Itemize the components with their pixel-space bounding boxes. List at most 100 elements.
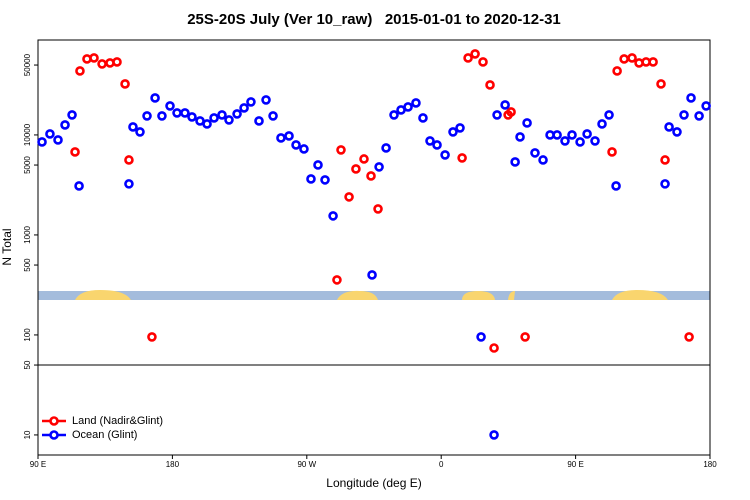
data-point (224, 115, 234, 125)
data-point (590, 136, 600, 146)
land-shape (337, 290, 378, 300)
data-point (332, 275, 342, 285)
y-tick-label: 1000 (23, 225, 32, 243)
data-point (604, 110, 614, 120)
data-point (112, 57, 122, 67)
data-point (299, 144, 309, 154)
chart-title: 25S-20S July (Ver 10_raw) 2015-01-01 to … (187, 11, 561, 28)
x-tick-label: 90 W (297, 460, 316, 469)
data-point (239, 103, 249, 113)
data-point (567, 130, 577, 140)
data-point (457, 153, 467, 163)
data-point (560, 136, 570, 146)
data-point (432, 140, 442, 150)
data-point (538, 155, 548, 165)
data-point (268, 111, 278, 121)
data-point (656, 79, 666, 89)
data-point (478, 57, 488, 67)
data-point (611, 181, 621, 191)
data-point (246, 97, 256, 107)
data-point (351, 164, 361, 174)
data-point (120, 79, 130, 89)
data-point (367, 270, 377, 280)
y-tick-label: 10 (23, 430, 32, 439)
y-axis-label: N Total (0, 228, 14, 265)
data-point (165, 101, 175, 111)
y-tick-label: 5000 (23, 156, 32, 174)
data-point (660, 179, 670, 189)
data-point (470, 49, 480, 59)
x-tick-label: 90 E (30, 460, 46, 469)
data-point (476, 332, 486, 342)
data-point (485, 80, 495, 90)
data-point (648, 57, 658, 67)
data-point (381, 143, 391, 153)
data-point (359, 154, 369, 164)
data-point (425, 136, 435, 146)
plot-frame (37, 39, 711, 456)
data-point (67, 110, 77, 120)
data-point (313, 160, 323, 170)
data-point (202, 119, 212, 129)
y-tick-label: 50 (23, 360, 32, 369)
data-point (694, 111, 704, 121)
data-point (291, 140, 301, 150)
legend-marker (49, 430, 59, 440)
data-point (217, 110, 227, 120)
land-shape (462, 291, 495, 300)
data-point (660, 155, 670, 165)
data-point (440, 150, 450, 160)
data-point (37, 137, 47, 147)
legend-entry: Ocean (Glint) (42, 429, 137, 441)
data-point (575, 137, 585, 147)
data-point (150, 93, 160, 103)
data-point (522, 118, 532, 128)
legend-label: Land (Nadir&Glint) (72, 415, 163, 427)
data-point (89, 53, 99, 63)
data-point (489, 343, 499, 353)
data-point (686, 93, 696, 103)
data-point (124, 179, 134, 189)
x-axis-label: Longitude (deg E) (326, 476, 421, 490)
data-point (284, 131, 294, 141)
land-shape (612, 290, 668, 300)
data-point (124, 155, 134, 165)
x-tick-label: 90 E (567, 460, 583, 469)
data-point (373, 204, 383, 214)
y-tick-label: 10000 (23, 123, 32, 146)
data-point (75, 66, 85, 76)
data-point (684, 332, 694, 342)
data-point (142, 111, 152, 121)
data-point (679, 110, 689, 120)
data-point (489, 430, 499, 440)
data-point (336, 145, 346, 155)
data-point (672, 127, 682, 137)
data-point (530, 148, 540, 158)
y-tick-label: 50000 (23, 53, 32, 76)
data-point (463, 53, 473, 63)
legend-entry: Land (Nadir&Glint) (42, 415, 163, 427)
x-tick-label: 180 (166, 460, 180, 469)
data-point (70, 147, 80, 157)
data-point (520, 332, 530, 342)
data-point (209, 113, 219, 123)
data-point (53, 135, 63, 145)
x-tick-label: 0 (439, 460, 444, 469)
data-point (60, 120, 70, 130)
data-point (510, 157, 520, 167)
data-point (180, 108, 190, 118)
data-point (492, 110, 502, 120)
data-point (515, 132, 525, 142)
data-point (582, 129, 592, 139)
data-point (187, 112, 197, 122)
data-point (344, 192, 354, 202)
data-point (597, 119, 607, 129)
y-tick-label: 100 (23, 328, 32, 342)
legend-marker (49, 416, 59, 426)
data-point (261, 95, 271, 105)
data-point (607, 147, 617, 157)
data-point (157, 111, 167, 121)
land-shape (508, 291, 515, 300)
